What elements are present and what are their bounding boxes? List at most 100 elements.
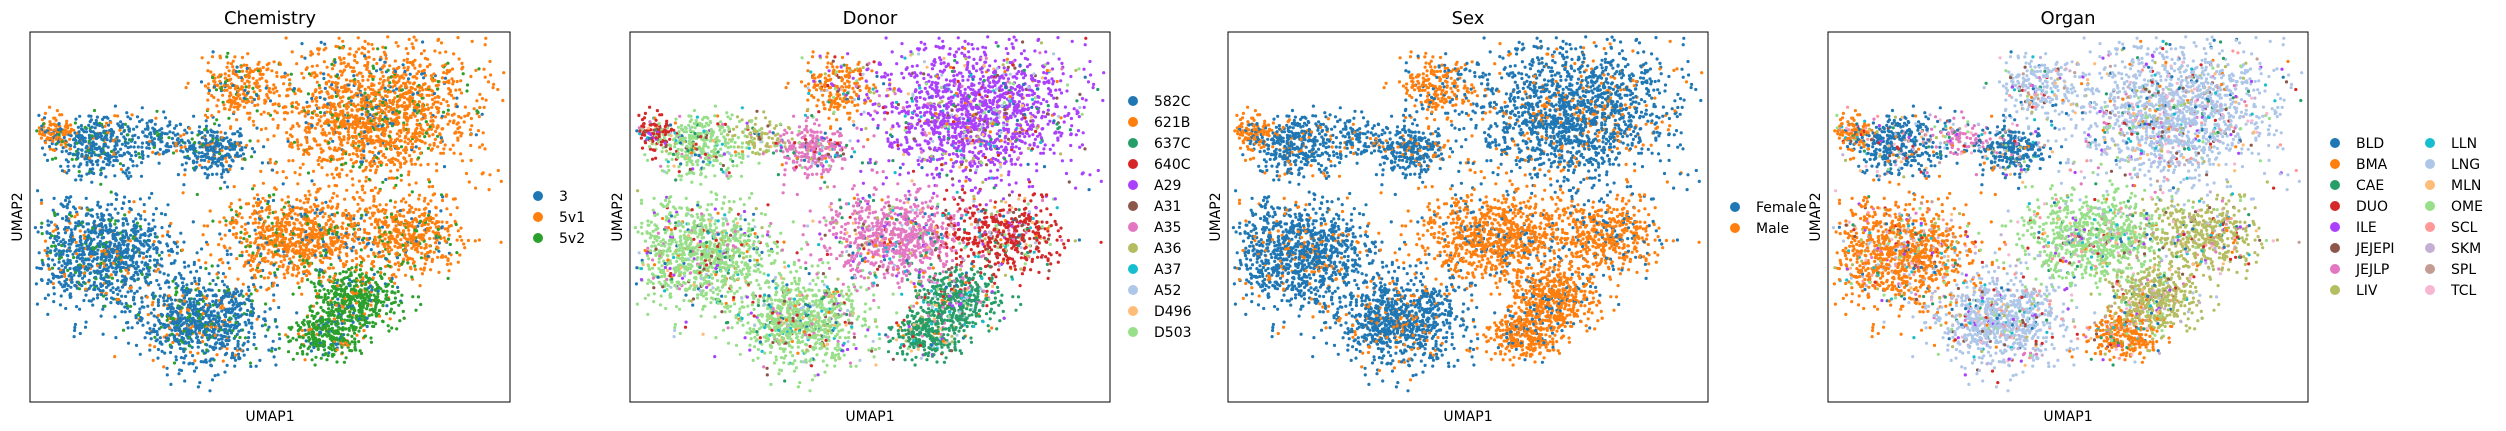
scatter-point: [314, 96, 319, 100]
scatter-point: [446, 258, 450, 263]
scatter-point: [129, 145, 133, 149]
scatter-point: [72, 335, 76, 339]
scatter-point: [155, 338, 159, 342]
scatter-point: [379, 300, 383, 304]
scatter-point: [47, 264, 51, 268]
scatter-point: [344, 161, 348, 165]
scatter-point: [163, 351, 167, 355]
scatter-point: [401, 63, 405, 67]
scatter-point: [51, 229, 55, 233]
scatter-point: [286, 242, 290, 246]
scatter-point: [59, 294, 63, 298]
scatter-point: [329, 223, 333, 227]
scatter-point: [339, 287, 343, 291]
scatter-point: [407, 170, 411, 174]
scatter-point: [256, 139, 260, 143]
scatter-point: [415, 118, 419, 122]
scatter-point: [51, 132, 56, 136]
scatter-point: [436, 255, 440, 259]
scatter-point: [78, 206, 82, 210]
scatter-point: [148, 254, 152, 258]
scatter-point: [312, 109, 316, 113]
scatter-point: [98, 223, 102, 227]
scatter-point: [393, 296, 397, 300]
scatter-point: [223, 323, 227, 328]
scatter-point: [215, 104, 219, 108]
scatter-point: [77, 165, 81, 169]
scatter-point: [104, 175, 108, 179]
scatter-point: [395, 67, 399, 71]
scatter-point: [372, 98, 376, 103]
scatter-point: [379, 142, 383, 146]
scatter-point: [56, 212, 60, 216]
scatter-point: [195, 293, 199, 298]
scatter-point: [91, 162, 95, 167]
scatter-point: [191, 160, 195, 164]
scatter-point: [291, 266, 295, 270]
scatter-point: [156, 356, 160, 360]
scatter-point: [127, 199, 131, 204]
scatter-point: [267, 348, 271, 352]
scatter-point: [194, 332, 198, 336]
scatter-point: [242, 105, 246, 109]
scatter-point: [232, 356, 236, 360]
scatter-point: [135, 125, 139, 129]
scatter-point: [286, 139, 290, 143]
scatter-point: [69, 228, 73, 232]
scatter-point: [39, 225, 44, 229]
scatter-point: [266, 138, 270, 142]
scatter-point: [222, 283, 226, 287]
scatter-point: [457, 57, 461, 61]
scatter-point: [371, 47, 375, 51]
scatter-point: [323, 97, 327, 101]
scatter-point: [258, 88, 262, 93]
scatter-point: [76, 147, 80, 151]
scatter-point: [63, 289, 67, 293]
scatter-point: [206, 98, 210, 102]
scatter-point: [399, 130, 403, 135]
scatter-point: [222, 244, 226, 248]
scatter-point: [346, 136, 350, 140]
scatter-point: [182, 361, 186, 365]
scatter-point: [426, 122, 430, 127]
scatter-point: [418, 134, 422, 138]
scatter-point: [158, 336, 162, 340]
scatter-point: [324, 133, 328, 137]
scatter-point: [191, 354, 195, 358]
scatter-point: [157, 319, 161, 323]
scatter-point: [280, 228, 284, 232]
scatter-point: [402, 223, 406, 227]
scatter-point: [231, 59, 235, 63]
scatter-point: [332, 176, 336, 180]
scatter-point: [398, 151, 402, 155]
scatter-point: [208, 389, 212, 393]
scatter-point: [238, 212, 242, 216]
scatter-point: [240, 289, 244, 293]
scatter-point: [201, 349, 205, 353]
scatter-point: [96, 293, 100, 297]
scatter-point: [234, 316, 238, 320]
scatter-point: [358, 195, 362, 200]
scatter-point: [356, 221, 360, 225]
scatter-point: [363, 191, 367, 195]
scatter-point: [394, 41, 398, 45]
scatter-point: [57, 260, 61, 264]
scatter-point: [139, 217, 143, 221]
scatter-point: [352, 74, 356, 78]
scatter-point: [354, 348, 358, 352]
scatter-point: [42, 122, 46, 126]
scatter-point: [138, 307, 142, 311]
scatter-point: [435, 87, 440, 91]
scatter-point: [219, 163, 223, 167]
scatter-point: [419, 267, 423, 271]
scatter-point: [401, 197, 406, 201]
scatter-point: [384, 56, 388, 61]
scatter-point: [64, 306, 68, 311]
scatter-point: [410, 257, 415, 261]
scatter-point: [327, 184, 331, 188]
scatter-point: [170, 136, 174, 141]
scatter-point: [201, 312, 205, 316]
scatter-point: [455, 238, 459, 242]
scatter-point: [272, 83, 276, 87]
scatter-point: [238, 198, 242, 202]
